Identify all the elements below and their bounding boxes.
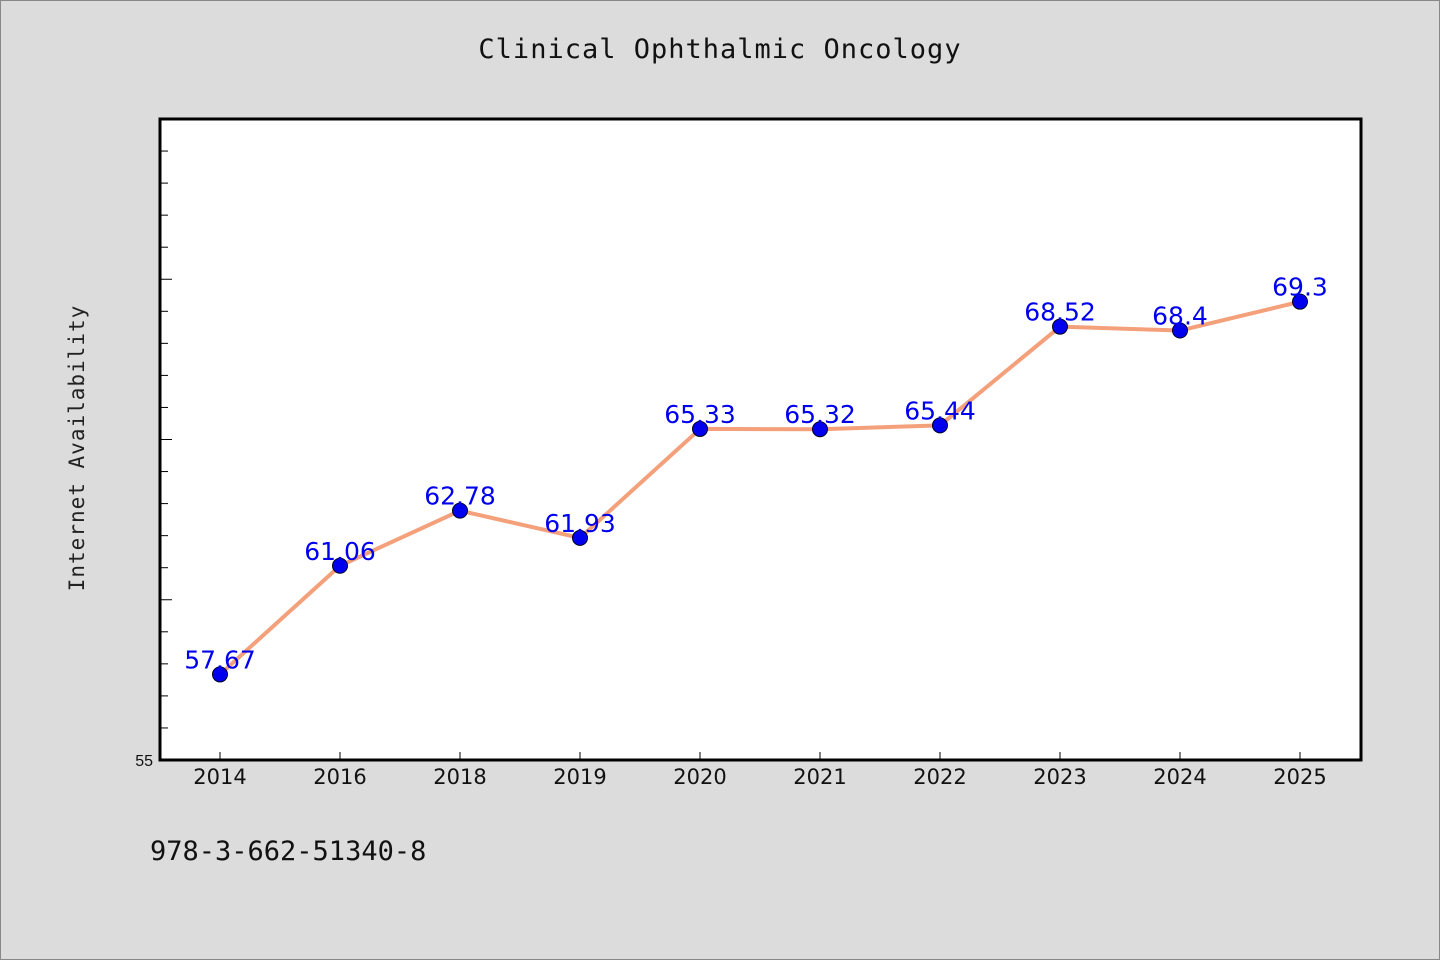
x-axis-ticks: 2014 2016 2018 2019 2020 2021 2022 2023 2024 2025 [193, 752, 1327, 789]
x-tick-label: 2023 [1033, 765, 1086, 789]
y-tick-label: 55 [135, 753, 153, 770]
x-tick-label: 2016 [313, 765, 366, 789]
data-point [572, 529, 588, 546]
plot-area [158, 117, 1363, 762]
data-point [812, 421, 828, 438]
y-axis-ticks: 55 [135, 150, 172, 770]
x-tick-label: 2019 [553, 765, 606, 789]
data-label: 68.52 [1024, 298, 1096, 327]
chart-title: Clinical Ophthalmic Oncology [478, 34, 962, 65]
data-label: 61.93 [544, 509, 616, 538]
x-tick-label: 2014 [193, 765, 246, 789]
data-label: 65.33 [664, 400, 736, 429]
series-line [218, 299, 1301, 676]
x-tick-label: 2021 [793, 765, 846, 789]
data-point [932, 417, 948, 434]
data-point [1172, 322, 1188, 339]
data-point [1292, 293, 1308, 310]
data-label: 68.4 [1152, 302, 1208, 331]
data-label: 69.3 [1272, 273, 1328, 302]
data-label: 65.44 [904, 396, 976, 425]
x-tick-label: 2025 [1273, 765, 1326, 789]
x-tick-label: 2022 [913, 765, 966, 789]
data-point [332, 557, 348, 574]
isbn-note: 978-3-662-51340-8 [150, 836, 427, 867]
data-point [692, 420, 708, 437]
x-tick-label: 2020 [673, 765, 726, 789]
data-point [212, 666, 228, 683]
data-label: 65.32 [784, 400, 856, 429]
data-point [452, 502, 468, 519]
data-label: 57.67 [184, 645, 256, 674]
data-label: 62.78 [424, 482, 496, 511]
x-tick-label: 2024 [1153, 765, 1206, 789]
data-label: 61.06 [304, 537, 376, 566]
series-layer: 57.67 61.06 62.78 61.93 65.33 65.32 65.44 68.52… [184, 273, 1328, 683]
x-tick-label: 2018 [433, 765, 486, 789]
data-point [1052, 318, 1068, 335]
